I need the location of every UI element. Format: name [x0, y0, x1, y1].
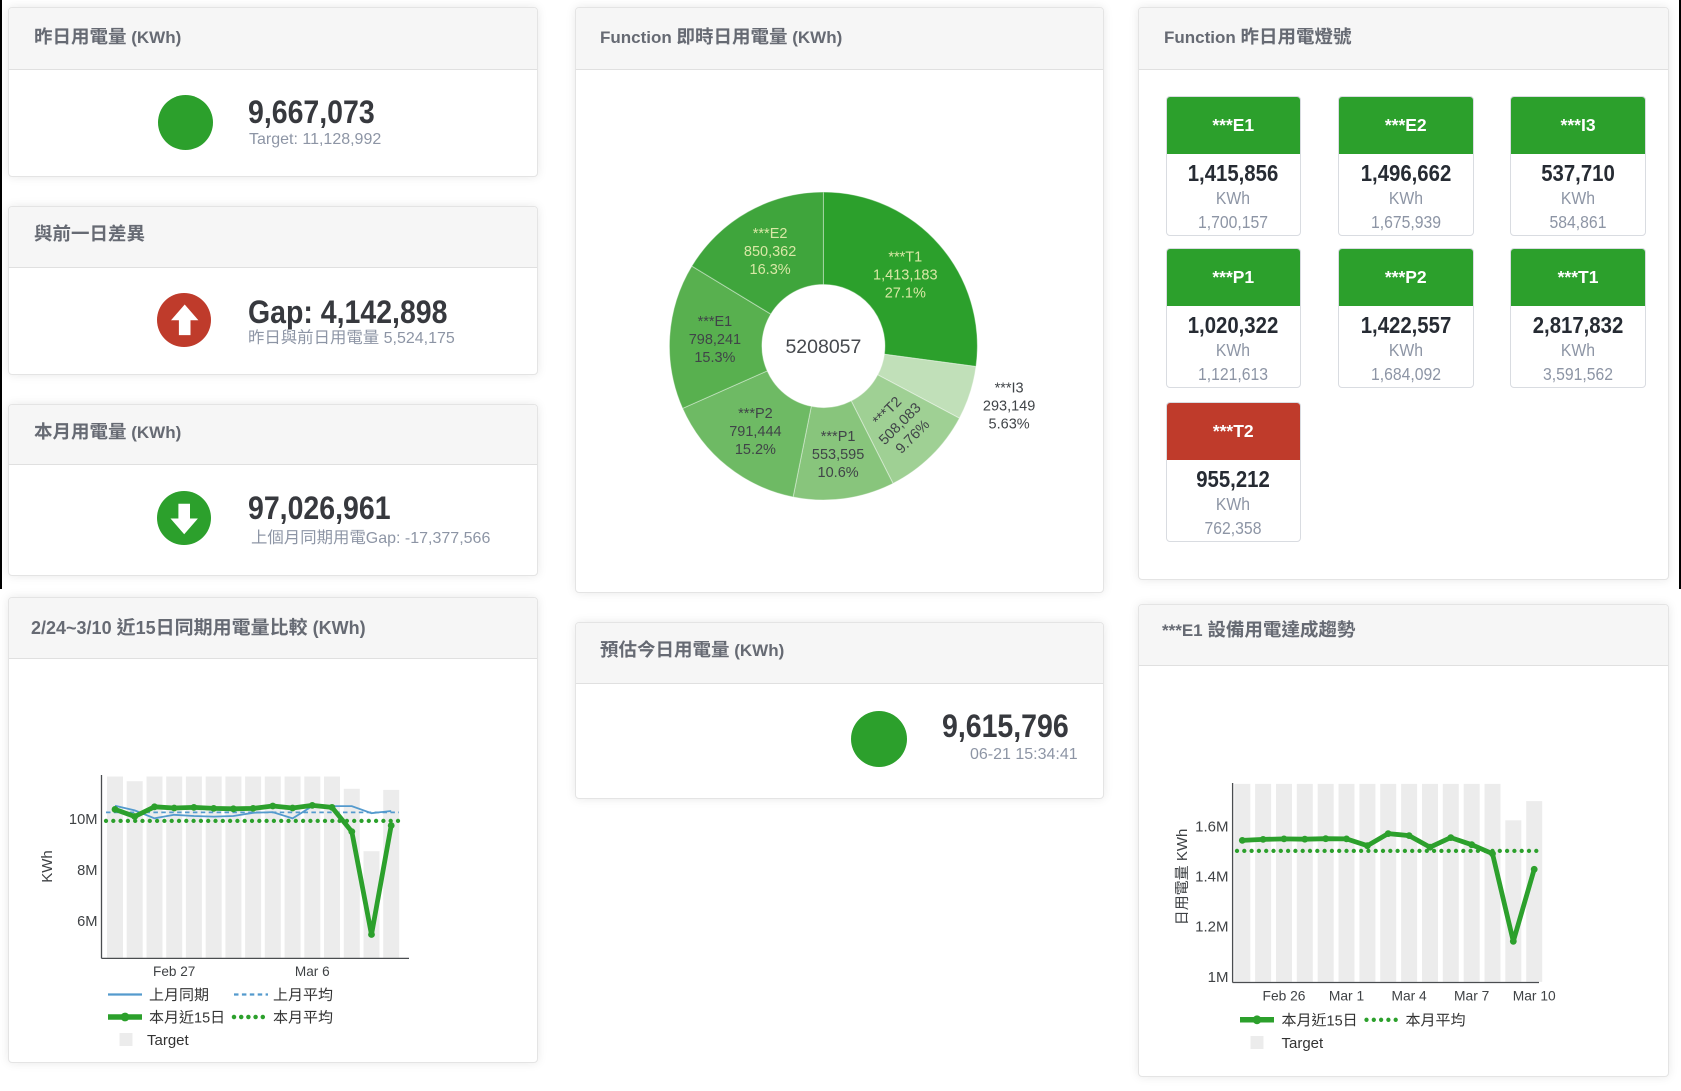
- svg-text:791,444: 791,444: [729, 424, 781, 440]
- svg-text:10M: 10M: [69, 812, 98, 828]
- svg-text:Feb 27: Feb 27: [153, 964, 195, 979]
- svg-text:Mar 7: Mar 7: [1454, 988, 1489, 1003]
- svg-text:Mar 4: Mar 4: [1391, 988, 1427, 1003]
- svg-text:27.1%: 27.1%: [885, 285, 926, 301]
- svg-text:***T1: ***T1: [888, 249, 922, 265]
- svg-text:***E1: ***E1: [1162, 621, 1207, 640]
- svg-text:Gap: -17,377,566: Gap: -17,377,566: [365, 530, 490, 547]
- svg-text:553,595: 553,595: [812, 447, 864, 463]
- svg-text:Function: Function: [600, 28, 676, 47]
- svg-text:(KWh): (KWh): [788, 28, 843, 47]
- svg-text:5.63%: 5.63%: [989, 417, 1030, 433]
- svg-text:15: 15: [136, 618, 156, 638]
- svg-text:(KWh): (KWh): [127, 423, 182, 442]
- svg-text:1M: 1M: [1208, 969, 1229, 986]
- svg-text:15.2%: 15.2%: [735, 442, 776, 458]
- svg-text:Mar 6: Mar 6: [295, 964, 330, 979]
- svg-text:Mar 1: Mar 1: [1329, 988, 1364, 1003]
- svg-text:Target: Target: [1282, 1035, 1325, 1052]
- svg-text:8M: 8M: [77, 863, 97, 879]
- svg-text:5208057: 5208057: [785, 336, 861, 358]
- svg-text:KWh: KWh: [1174, 829, 1191, 866]
- svg-text:***P1: ***P1: [821, 429, 856, 445]
- svg-text:5,524,175: 5,524,175: [379, 330, 455, 347]
- svg-text:798,241: 798,241: [689, 332, 741, 348]
- svg-text:Target: Target: [147, 1032, 190, 1049]
- svg-text:Feb 26: Feb 26: [1263, 988, 1306, 1003]
- svg-text:16.3%: 16.3%: [750, 262, 791, 278]
- svg-text:6M: 6M: [77, 914, 97, 930]
- svg-text:(KWh): (KWh): [308, 618, 366, 638]
- svg-text:1,413,183: 1,413,183: [873, 267, 938, 283]
- svg-text:KWh: KWh: [39, 850, 56, 883]
- svg-text:15: 15: [1327, 1013, 1343, 1029]
- svg-text:Mar 10: Mar 10: [1513, 988, 1556, 1003]
- svg-text:Function: Function: [1164, 28, 1240, 47]
- svg-text:850,362: 850,362: [744, 244, 796, 260]
- svg-text:1.4M: 1.4M: [1195, 869, 1228, 886]
- svg-text:1.6M: 1.6M: [1195, 818, 1228, 835]
- svg-text:(KWh): (KWh): [730, 641, 785, 660]
- svg-text:10.6%: 10.6%: [818, 465, 859, 481]
- svg-text:15: 15: [194, 1011, 210, 1027]
- svg-text:293,149: 293,149: [983, 399, 1035, 415]
- svg-text:1.2M: 1.2M: [1195, 919, 1228, 936]
- svg-text:2/24~3/10: 2/24~3/10: [31, 618, 117, 638]
- svg-text:15.3%: 15.3%: [694, 350, 735, 366]
- svg-text:***E1: ***E1: [698, 314, 733, 330]
- svg-text:***P2: ***P2: [738, 406, 773, 422]
- svg-text:(KWh): (KWh): [127, 28, 182, 47]
- svg-text:***E2: ***E2: [753, 226, 788, 242]
- svg-text:***I3: ***I3: [995, 381, 1024, 397]
